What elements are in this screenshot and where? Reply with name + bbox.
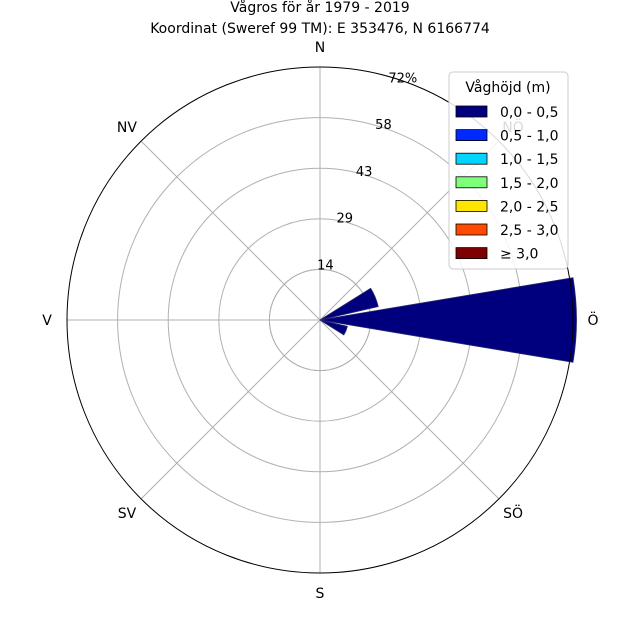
direction-label: N [315, 40, 325, 56]
chart-title: Vågros för år 1979 - 2019 [230, 0, 409, 16]
legend-label: 2,5 - 3,0 [500, 223, 558, 239]
direction-label: V [42, 313, 52, 329]
radial-tick-label: 58 [375, 118, 392, 133]
grid-spoke [319, 319, 500, 500]
legend-swatch [455, 129, 488, 142]
rose-petals [319, 277, 577, 363]
legend-frame [448, 71, 569, 270]
legend-swatch [455, 105, 488, 118]
legend-swatch [455, 199, 488, 212]
legend-label: 0,5 - 1,0 [500, 129, 558, 145]
rose-petal-67.5 [319, 287, 379, 321]
grid-spoke [140, 140, 321, 321]
radial-tick-label: 29 [336, 212, 353, 227]
direction-label: S [316, 586, 325, 602]
legend-label: ≥ 3,0 [500, 247, 538, 263]
direction-label: NV [117, 120, 137, 136]
radial-tick-label: 72% [388, 71, 417, 86]
grid-spoke [140, 319, 321, 500]
legend: Våghöjd (m) 0,0 - 0,5 0,5 - 1,0 1,0 - 1,5 1… [448, 71, 569, 270]
legend-swatch [455, 152, 488, 165]
legend-label: 2,0 - 2,5 [500, 199, 558, 215]
legend-label: 1,5 - 2,0 [500, 176, 558, 192]
direction-label: SÖ [503, 504, 523, 522]
legend-swatch [455, 247, 488, 260]
direction-label: SV [118, 506, 137, 522]
chart-subtitle: Koordinat (Sweref 99 TM): E 353476, N 61… [150, 21, 490, 37]
legend-swatch [455, 223, 488, 236]
rose-petal-112.5 [319, 319, 348, 336]
direction-label: Ö [587, 311, 598, 329]
legend-label: 1,0 - 1,5 [500, 152, 558, 168]
legend-swatch [455, 176, 488, 189]
rose-petal-90 [319, 277, 577, 363]
outer-ring [66, 66, 574, 574]
radial-tick-label: 14 [317, 258, 334, 273]
radial-tick-labels: 14 29 43 58 72% [317, 71, 417, 273]
legend-label: 0,0 - 0,5 [500, 105, 558, 121]
legend-title: Våghöjd (m) [465, 79, 550, 96]
radial-tick-label: 43 [356, 165, 373, 180]
legend-items: 0,0 - 0,5 0,5 - 1,0 1,0 - 1,5 1,5 - 2,0 2,0 … [455, 105, 558, 263]
